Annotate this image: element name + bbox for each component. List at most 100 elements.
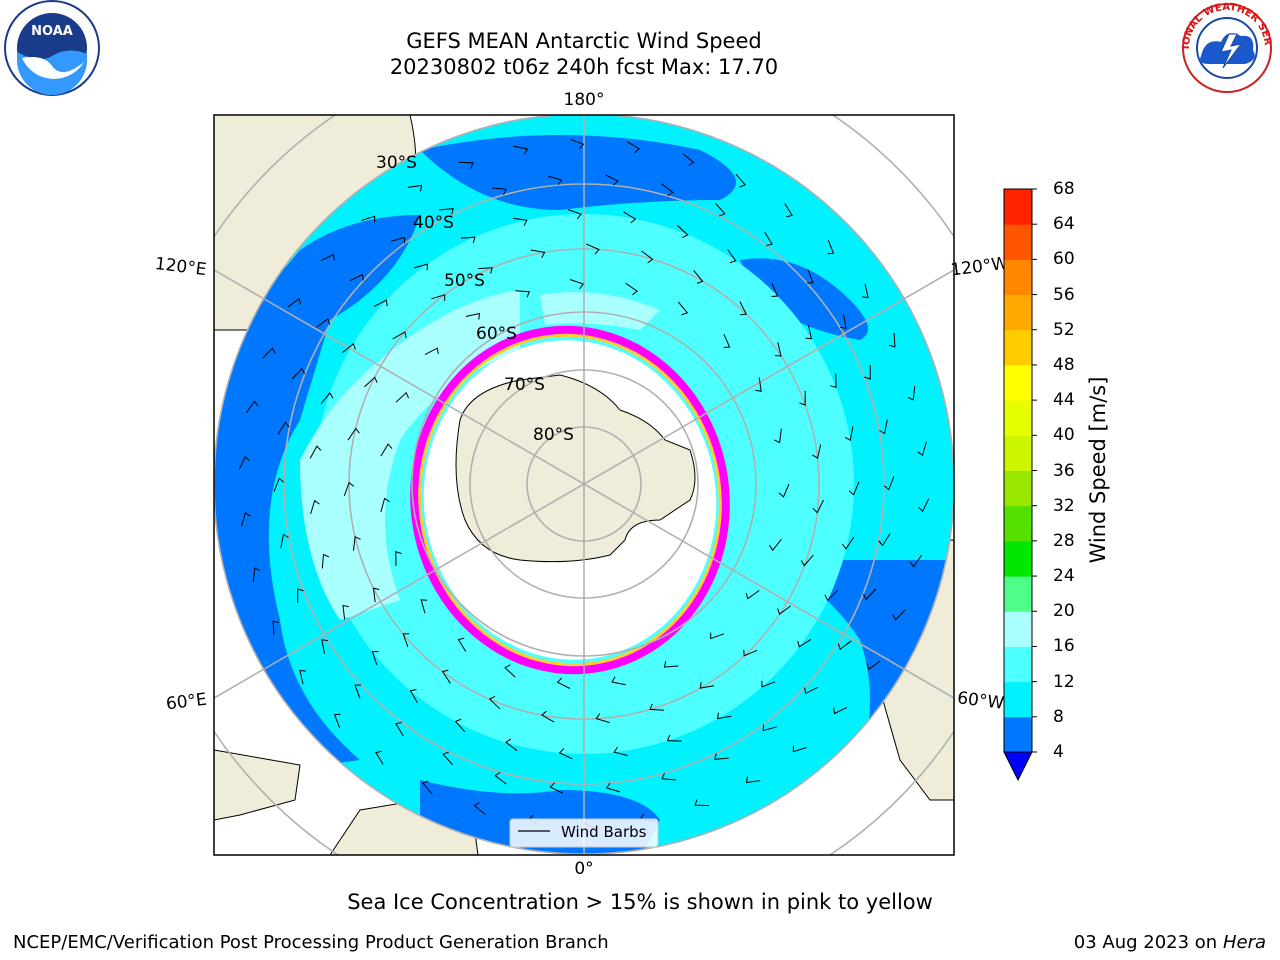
wind-barb: [407, 184, 423, 192]
wind-barb: [784, 203, 793, 218]
wind-barb: [866, 660, 881, 671]
wind-barb: [364, 376, 378, 388]
wind-barb: [827, 240, 835, 255]
wind-barb: [768, 538, 782, 552]
wind-barb: [918, 498, 930, 513]
colorbar-tick-label: 52: [1053, 319, 1075, 340]
wind-barb: [739, 301, 747, 316]
wind-barb: [710, 632, 725, 640]
wind-barb: [402, 633, 410, 648]
antarctica: [455, 374, 696, 563]
map-legend: Wind Barbs: [509, 818, 659, 848]
wind-barb: [604, 174, 619, 186]
lon-label-120e: 120°E: [154, 254, 208, 280]
wind-barb: [380, 497, 390, 513]
wind-barb: [626, 141, 641, 154]
wind-barb: [804, 686, 819, 695]
wind-barb: [661, 183, 674, 197]
wind-barb: [714, 753, 729, 760]
colorbar-segment: [1004, 259, 1032, 296]
wind-barb: [556, 677, 571, 689]
wind-barb: [291, 367, 306, 380]
wind-barb: [504, 664, 516, 678]
noaa-logo: NOAA: [4, 0, 100, 96]
sea-ice-note: Sea Ice Concentration > 15% is shown in …: [347, 890, 933, 914]
colorbar-segment: [1004, 364, 1032, 401]
wind-barb: [649, 703, 665, 711]
wind-barb: [663, 661, 679, 668]
wind-barb: [343, 481, 355, 496]
wind-barb: [716, 712, 732, 720]
wind-barb: [392, 331, 407, 340]
colorbar-segment: [1004, 470, 1032, 507]
colorbar-segment: [1004, 681, 1032, 718]
colorbar-tick-label: 4: [1053, 742, 1064, 762]
wind-barb: [272, 620, 280, 636]
colorbar-tick-label: 56: [1053, 284, 1075, 305]
wind-barb: [413, 263, 428, 271]
wind-barb: [494, 771, 507, 785]
wind-barb: [316, 317, 331, 328]
wind-barb: [762, 724, 777, 732]
wind-barb: [310, 499, 320, 515]
nws-logo: NATIONAL WEATHER SERVICE: [1175, 0, 1273, 93]
wind-barb: [515, 290, 531, 298]
wind-barb: [677, 301, 689, 316]
wind-barb: [262, 347, 276, 359]
lat-label-70s: 70°S: [504, 375, 545, 395]
wind-barb: [320, 253, 335, 262]
colorbar-tick-label: 48: [1053, 354, 1075, 375]
wind-barb: [513, 145, 529, 155]
wind-barb: [892, 609, 906, 621]
lon-label-120w: 120°W: [950, 254, 1010, 281]
wind-barb: [797, 638, 812, 648]
wind-barb: [888, 332, 896, 348]
wind-barb: [878, 533, 891, 547]
wind-barb: [727, 249, 737, 264]
wind-barb: [764, 231, 773, 246]
chart-subtitle: 20230802 t06z 240h fcst Max: 17.70: [389, 55, 779, 79]
colorbar-under-arrow: [1003, 751, 1033, 782]
wind-barb: [395, 551, 402, 566]
wind-barb: [321, 553, 330, 569]
wind-barb: [424, 347, 439, 356]
wind-barb: [349, 273, 364, 282]
wind-barb: [280, 533, 289, 549]
wind-barb: [454, 718, 466, 733]
colorbar: [1003, 188, 1037, 782]
map-frame: [213, 114, 955, 856]
wind-barb: [699, 682, 715, 689]
colorbar-tick-label: 36: [1053, 460, 1075, 481]
wind-barb: [805, 324, 813, 340]
wind-barb: [457, 637, 467, 652]
wind-barb: [755, 377, 762, 392]
wind-barb: [342, 342, 356, 353]
wind-barb: [395, 722, 404, 737]
wind-barb: [605, 782, 621, 793]
wind-barb: [287, 297, 302, 308]
colorbar-tick-label: 8: [1053, 706, 1064, 727]
wind-barb: [354, 684, 362, 699]
colorbar-segment: [1004, 435, 1032, 471]
wind-barb: [441, 669, 451, 684]
wind-barb: [840, 314, 847, 329]
wind-barb: [375, 750, 384, 765]
wind-barb: [611, 676, 626, 686]
wind-barb: [273, 477, 285, 492]
wind-barb: [777, 605, 791, 616]
wind-barb: [682, 153, 695, 166]
wind-barb: [694, 799, 710, 807]
colorbar-segment: [1004, 716, 1032, 753]
colorbar-tick-label: 12: [1053, 671, 1075, 692]
wind-barb: [693, 270, 704, 284]
wind-barb: [238, 455, 250, 470]
colorbar-segment: [1004, 576, 1032, 612]
wind-barb: [321, 639, 328, 654]
wind-barb: [862, 283, 869, 299]
wind-barb: [465, 312, 481, 320]
wind-barb: [735, 173, 746, 188]
colorbar-segment: [1004, 189, 1032, 225]
wind-barb: [473, 802, 486, 815]
wind-barb: [458, 161, 474, 169]
wind-barb: [277, 421, 290, 435]
